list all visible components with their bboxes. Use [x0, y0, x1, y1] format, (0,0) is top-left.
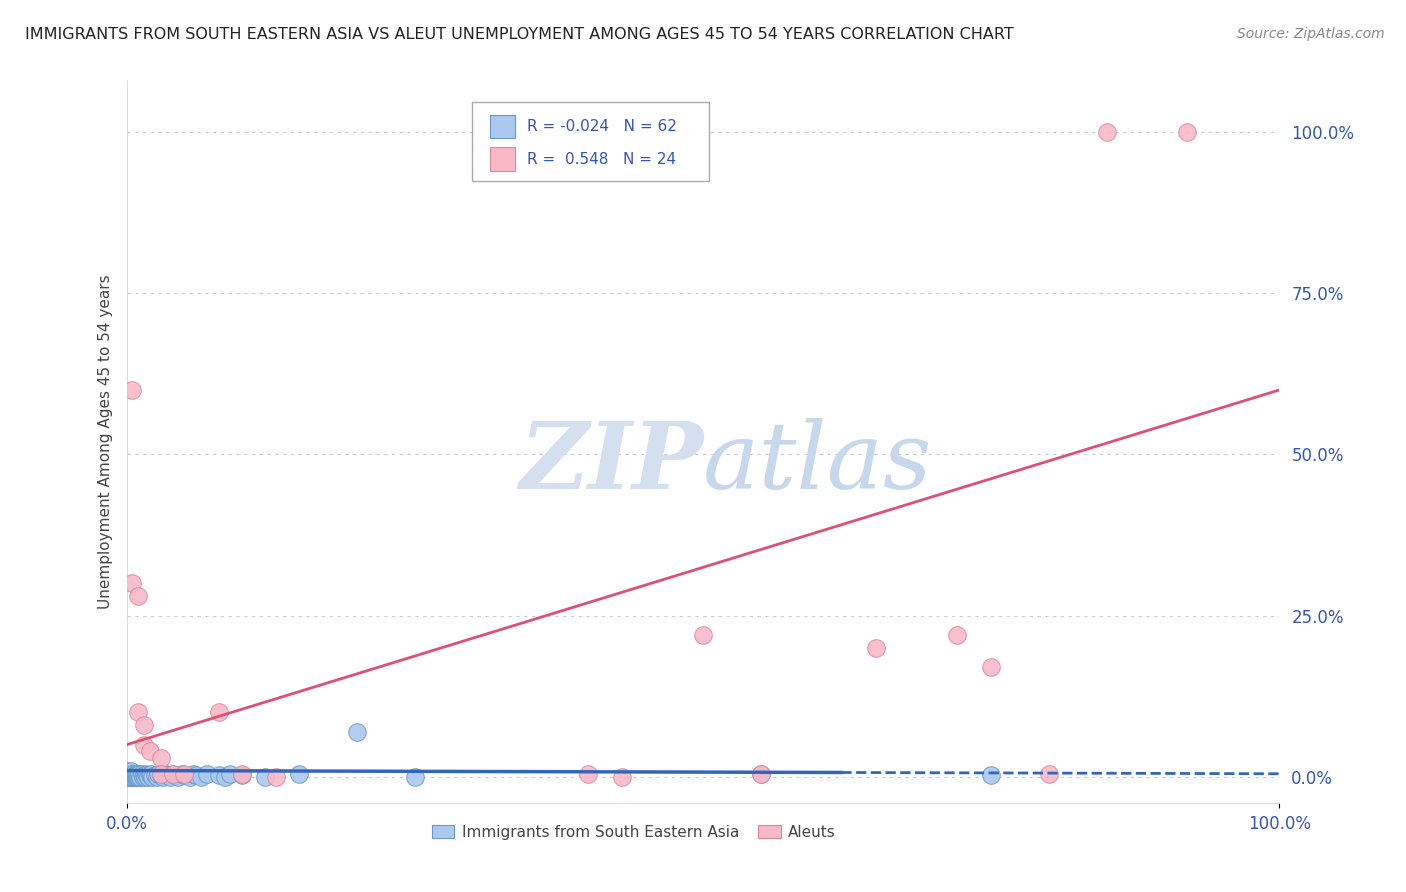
Point [127, 768, 149, 782]
Point [346, 724, 368, 739]
Point [118, 766, 141, 780]
Point [115, 770, 138, 784]
Point [125, 766, 148, 780]
Point [173, 766, 195, 780]
Point [128, 766, 150, 780]
Point [208, 768, 231, 782]
Point [146, 766, 169, 780]
Point [214, 770, 236, 784]
Legend: Immigrants from South Eastern Asia, Aleuts: Immigrants from South Eastern Asia, Aleu… [426, 819, 842, 846]
Point [145, 768, 166, 782]
Point [136, 768, 159, 782]
Point [115, 766, 138, 780]
Point [219, 766, 242, 780]
Point [1175, 125, 1198, 139]
Point [127, 706, 149, 720]
Point [150, 766, 173, 780]
Point [266, 770, 288, 784]
Point [692, 628, 714, 642]
Point [145, 770, 167, 784]
Point [131, 766, 153, 780]
Point [139, 766, 162, 780]
Point [121, 383, 143, 397]
Point [945, 628, 967, 642]
Point [138, 744, 160, 758]
Y-axis label: Unemployment Among Ages 45 to 54 years: Unemployment Among Ages 45 to 54 years [97, 274, 112, 609]
Point [179, 770, 201, 784]
Point [749, 766, 772, 780]
Point [173, 768, 195, 782]
Point [253, 770, 276, 784]
Point [150, 750, 173, 764]
Point [121, 766, 143, 780]
Text: R = -0.024   N = 62: R = -0.024 N = 62 [527, 119, 676, 134]
Point [132, 738, 155, 752]
Point [184, 768, 207, 782]
Point [121, 770, 143, 784]
Point [183, 766, 205, 780]
Point [132, 768, 155, 782]
Point [131, 770, 153, 784]
Point [162, 766, 184, 780]
Point [1038, 766, 1060, 780]
Point [134, 770, 156, 784]
Point [167, 770, 190, 784]
Point [231, 768, 253, 782]
Point [115, 764, 138, 778]
Point [118, 766, 141, 780]
Point [127, 770, 149, 784]
Point [125, 770, 148, 784]
Point [120, 764, 142, 778]
Text: atlas: atlas [703, 418, 932, 508]
Point [162, 766, 184, 780]
Point [612, 770, 634, 784]
Text: R =  0.548   N = 24: R = 0.548 N = 24 [527, 152, 676, 167]
Point [404, 770, 426, 784]
Text: IMMIGRANTS FROM SOUTH EASTERN ASIA VS ALEUT UNEMPLOYMENT AMONG AGES 45 TO 54 YEA: IMMIGRANTS FROM SOUTH EASTERN ASIA VS AL… [25, 27, 1014, 42]
Point [163, 768, 186, 782]
Point [124, 768, 146, 782]
Point [124, 770, 146, 784]
Point [138, 770, 160, 784]
Point [129, 770, 152, 784]
Point [120, 766, 142, 780]
Point [122, 766, 145, 780]
Point [127, 590, 149, 604]
Point [170, 766, 193, 780]
Point [288, 766, 311, 780]
FancyBboxPatch shape [472, 102, 709, 181]
Point [749, 766, 772, 780]
FancyBboxPatch shape [489, 147, 515, 170]
Point [150, 768, 173, 782]
Point [156, 768, 179, 782]
Point [155, 766, 177, 780]
Point [190, 770, 212, 784]
Point [118, 770, 141, 784]
Point [141, 770, 163, 784]
Point [980, 768, 1002, 782]
Point [980, 660, 1002, 674]
Point [125, 770, 148, 784]
Point [132, 718, 155, 732]
Point [152, 770, 174, 784]
Point [576, 766, 599, 780]
Point [1095, 125, 1118, 139]
Point [195, 766, 218, 780]
Point [118, 770, 141, 784]
Text: Source: ZipAtlas.com: Source: ZipAtlas.com [1237, 27, 1385, 41]
Point [122, 770, 145, 784]
Point [120, 770, 142, 784]
Point [231, 766, 253, 780]
Point [125, 766, 148, 780]
Point [865, 640, 887, 655]
Point [138, 768, 160, 782]
Point [135, 766, 157, 780]
Text: ZIP: ZIP [519, 418, 703, 508]
Point [208, 706, 231, 720]
Point [159, 770, 181, 784]
FancyBboxPatch shape [489, 115, 515, 138]
Point [121, 576, 143, 591]
